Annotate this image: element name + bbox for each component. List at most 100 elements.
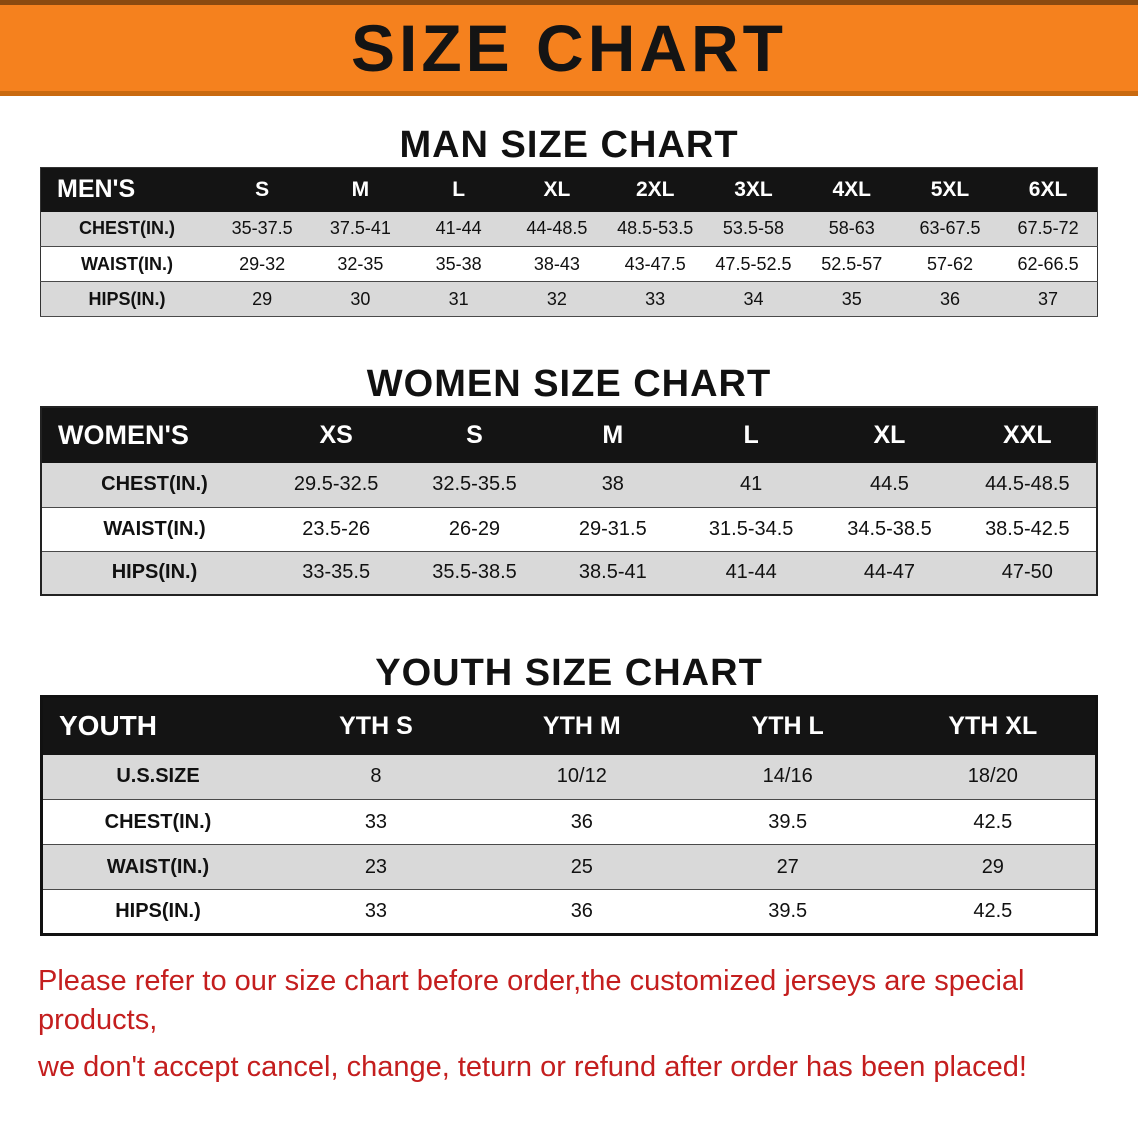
size-column-header: XS bbox=[319, 421, 353, 449]
size-value: 33-35.5 bbox=[302, 561, 371, 584]
size-value: 27 bbox=[776, 855, 799, 878]
disclaimer: Please refer to our size chart before or… bbox=[38, 962, 1100, 1087]
disclaimer-line-2: we don't accept cancel, change, teturn o… bbox=[38, 1051, 1027, 1084]
youth-section-heading: YOUTH SIZE CHART bbox=[375, 652, 763, 694]
size-value: 63-67.5 bbox=[919, 218, 981, 239]
size-value: 43-47.5 bbox=[624, 253, 686, 274]
size-value: 38-43 bbox=[533, 253, 580, 274]
size-value: 44.5 bbox=[870, 473, 909, 496]
size-value: 38 bbox=[601, 473, 624, 496]
mens-size-table: MEN'S S M L XL 2XL 3XL 4XL 5XL 6XL CHEST(IN.) 35-3… bbox=[40, 167, 1098, 317]
table-row: HIPS(IN.) 29 30 31 32 33 34 35 36 37 bbox=[40, 281, 1098, 317]
size-value: 36 bbox=[570, 810, 593, 833]
youth-table-body: U.S.SIZE 8 10/12 14/16 18/20 CHEST(IN.) 33 36 39… bbox=[41, 754, 1097, 935]
size-value: 23.5-26 bbox=[302, 517, 371, 540]
size-value: 44.5-48.5 bbox=[985, 473, 1070, 496]
row-label: HIPS(IN.) bbox=[115, 900, 201, 922]
row-label: CHEST(IN.) bbox=[79, 218, 175, 239]
table-row: HIPS(IN.) 33-35.5 35.5-38.5 38.5-41 41-44 44-… bbox=[41, 551, 1097, 595]
size-value: 57-62 bbox=[926, 253, 974, 274]
size-value: 32 bbox=[546, 288, 567, 309]
size-value: 39.5 bbox=[768, 900, 808, 922]
table-row: U.S.SIZE 8 10/12 14/16 18/20 bbox=[41, 754, 1097, 800]
size-value: 35-37.5 bbox=[231, 218, 293, 239]
womens-header-row: WOMEN'S XS S M L XL XXL bbox=[41, 407, 1097, 463]
size-value: 35.5-38.5 bbox=[432, 561, 517, 584]
size-chart-banner: SIZE CHART bbox=[0, 0, 1138, 96]
womens-table-body: CHEST(IN.) 29.5-32.5 32.5-35.5 38 41 44.5 44.5… bbox=[41, 463, 1097, 595]
size-value: 41 bbox=[740, 473, 763, 496]
size-value: 39.5 bbox=[768, 810, 808, 833]
size-value: 33 bbox=[364, 900, 388, 922]
size-column-header: 2XL bbox=[635, 177, 675, 201]
size-value: 37 bbox=[1038, 288, 1059, 309]
size-column-header: 5XL bbox=[930, 177, 970, 201]
size-column-header: L bbox=[743, 421, 759, 449]
size-value: 44-47 bbox=[863, 561, 916, 584]
size-value: 36 bbox=[570, 900, 593, 922]
size-value: 31.5-34.5 bbox=[708, 517, 794, 540]
size-value: 14/16 bbox=[762, 765, 813, 788]
womens-section-heading: WOMEN SIZE CHART bbox=[366, 363, 772, 405]
table-row: WAIST(IN.) 23.5-26 26-29 29-31.5 31.5-34.5 34… bbox=[41, 507, 1097, 551]
youth-header-row: YOUTH YTH S YTH M YTH L YTH XL bbox=[41, 696, 1097, 755]
size-value: 36 bbox=[939, 288, 960, 309]
size-value: 29 bbox=[981, 855, 1004, 878]
disclaimer-line-1: Please refer to our size chart before or… bbox=[38, 965, 1025, 1037]
size-column-header: S bbox=[466, 421, 483, 449]
size-value: 34 bbox=[743, 288, 764, 309]
size-column-header: YTH L bbox=[751, 711, 824, 740]
youth-size-table: YOUTH YTH S YTH M YTH L YTH XL U.S.SIZE 8 10/1… bbox=[40, 695, 1098, 936]
size-value: 29-32 bbox=[239, 253, 286, 274]
size-value: 62-66.5 bbox=[1017, 253, 1079, 274]
size-value: 47-50 bbox=[1001, 561, 1053, 584]
row-label: CHEST(IN.) bbox=[101, 473, 208, 496]
row-label: WAIST(IN.) bbox=[103, 517, 206, 540]
size-value: 34.5-38.5 bbox=[847, 517, 932, 540]
size-column-header: YTH S bbox=[339, 711, 413, 740]
size-value: 35 bbox=[841, 288, 862, 309]
size-value: 35-38 bbox=[435, 253, 482, 274]
table-row: WAIST(IN.) 29-32 32-35 35-38 38-43 43-47.5 47.… bbox=[40, 246, 1098, 282]
row-label: HIPS(IN.) bbox=[88, 288, 166, 309]
size-value: 32.5-35.5 bbox=[432, 473, 517, 496]
size-column-header: YTH XL bbox=[948, 711, 1038, 740]
size-value: 41-44 bbox=[725, 561, 777, 584]
size-value: 53.5-58 bbox=[722, 218, 784, 239]
row-label: HIPS(IN.) bbox=[111, 561, 198, 584]
size-value: 26-29 bbox=[448, 517, 501, 540]
table-row: HIPS(IN.) 33 36 39.5 42.5 bbox=[41, 889, 1097, 935]
mens-table-body: CHEST(IN.) 35-37.5 37.5-41 41-44 44-48.5 48.5… bbox=[40, 211, 1098, 317]
row-label: U.S.SIZE bbox=[116, 765, 200, 788]
size-value: 8 bbox=[370, 765, 382, 788]
row-label: CHEST(IN.) bbox=[104, 810, 212, 833]
size-column-header: XL bbox=[873, 421, 906, 449]
banner-title: SIZE CHART bbox=[351, 11, 787, 85]
size-value: 38.5-41 bbox=[578, 561, 647, 584]
size-column-header: L bbox=[452, 177, 466, 201]
size-column-header: 3XL bbox=[734, 177, 773, 201]
size-value: 37.5-41 bbox=[329, 218, 391, 239]
size-value: 41-44 bbox=[435, 218, 482, 239]
size-value: 32-35 bbox=[337, 253, 384, 274]
size-value: 38.5-42.5 bbox=[985, 517, 1070, 540]
size-column-header: M bbox=[351, 177, 370, 201]
table-row: CHEST(IN.) 33 36 39.5 42.5 bbox=[41, 799, 1097, 845]
size-value: 33 bbox=[364, 810, 388, 833]
size-column-header: XL bbox=[543, 177, 571, 201]
size-value: 44-48.5 bbox=[526, 218, 588, 239]
size-value: 23 bbox=[364, 855, 388, 878]
size-value: 58-63 bbox=[828, 218, 875, 239]
size-value: 29.5-32.5 bbox=[293, 473, 379, 496]
size-value: 33 bbox=[645, 288, 666, 309]
size-value: 18/20 bbox=[967, 765, 1018, 788]
size-value: 48.5-53.5 bbox=[617, 218, 694, 239]
row-label: WAIST(IN.) bbox=[106, 855, 210, 878]
mens-header-row: MEN'S S M L XL 2XL 3XL 4XL 5XL 6XL bbox=[40, 167, 1098, 212]
size-value: 67.5-72 bbox=[1017, 218, 1079, 239]
size-column-header: YTH M bbox=[542, 711, 621, 740]
table-row: CHEST(IN.) 29.5-32.5 32.5-35.5 38 41 44.5 44.5… bbox=[41, 463, 1097, 507]
table-row: CHEST(IN.) 35-37.5 37.5-41 41-44 44-48.5 48.5… bbox=[40, 211, 1098, 247]
table-corner-label: WOMEN'S bbox=[58, 420, 189, 450]
size-value: 29 bbox=[252, 288, 273, 309]
